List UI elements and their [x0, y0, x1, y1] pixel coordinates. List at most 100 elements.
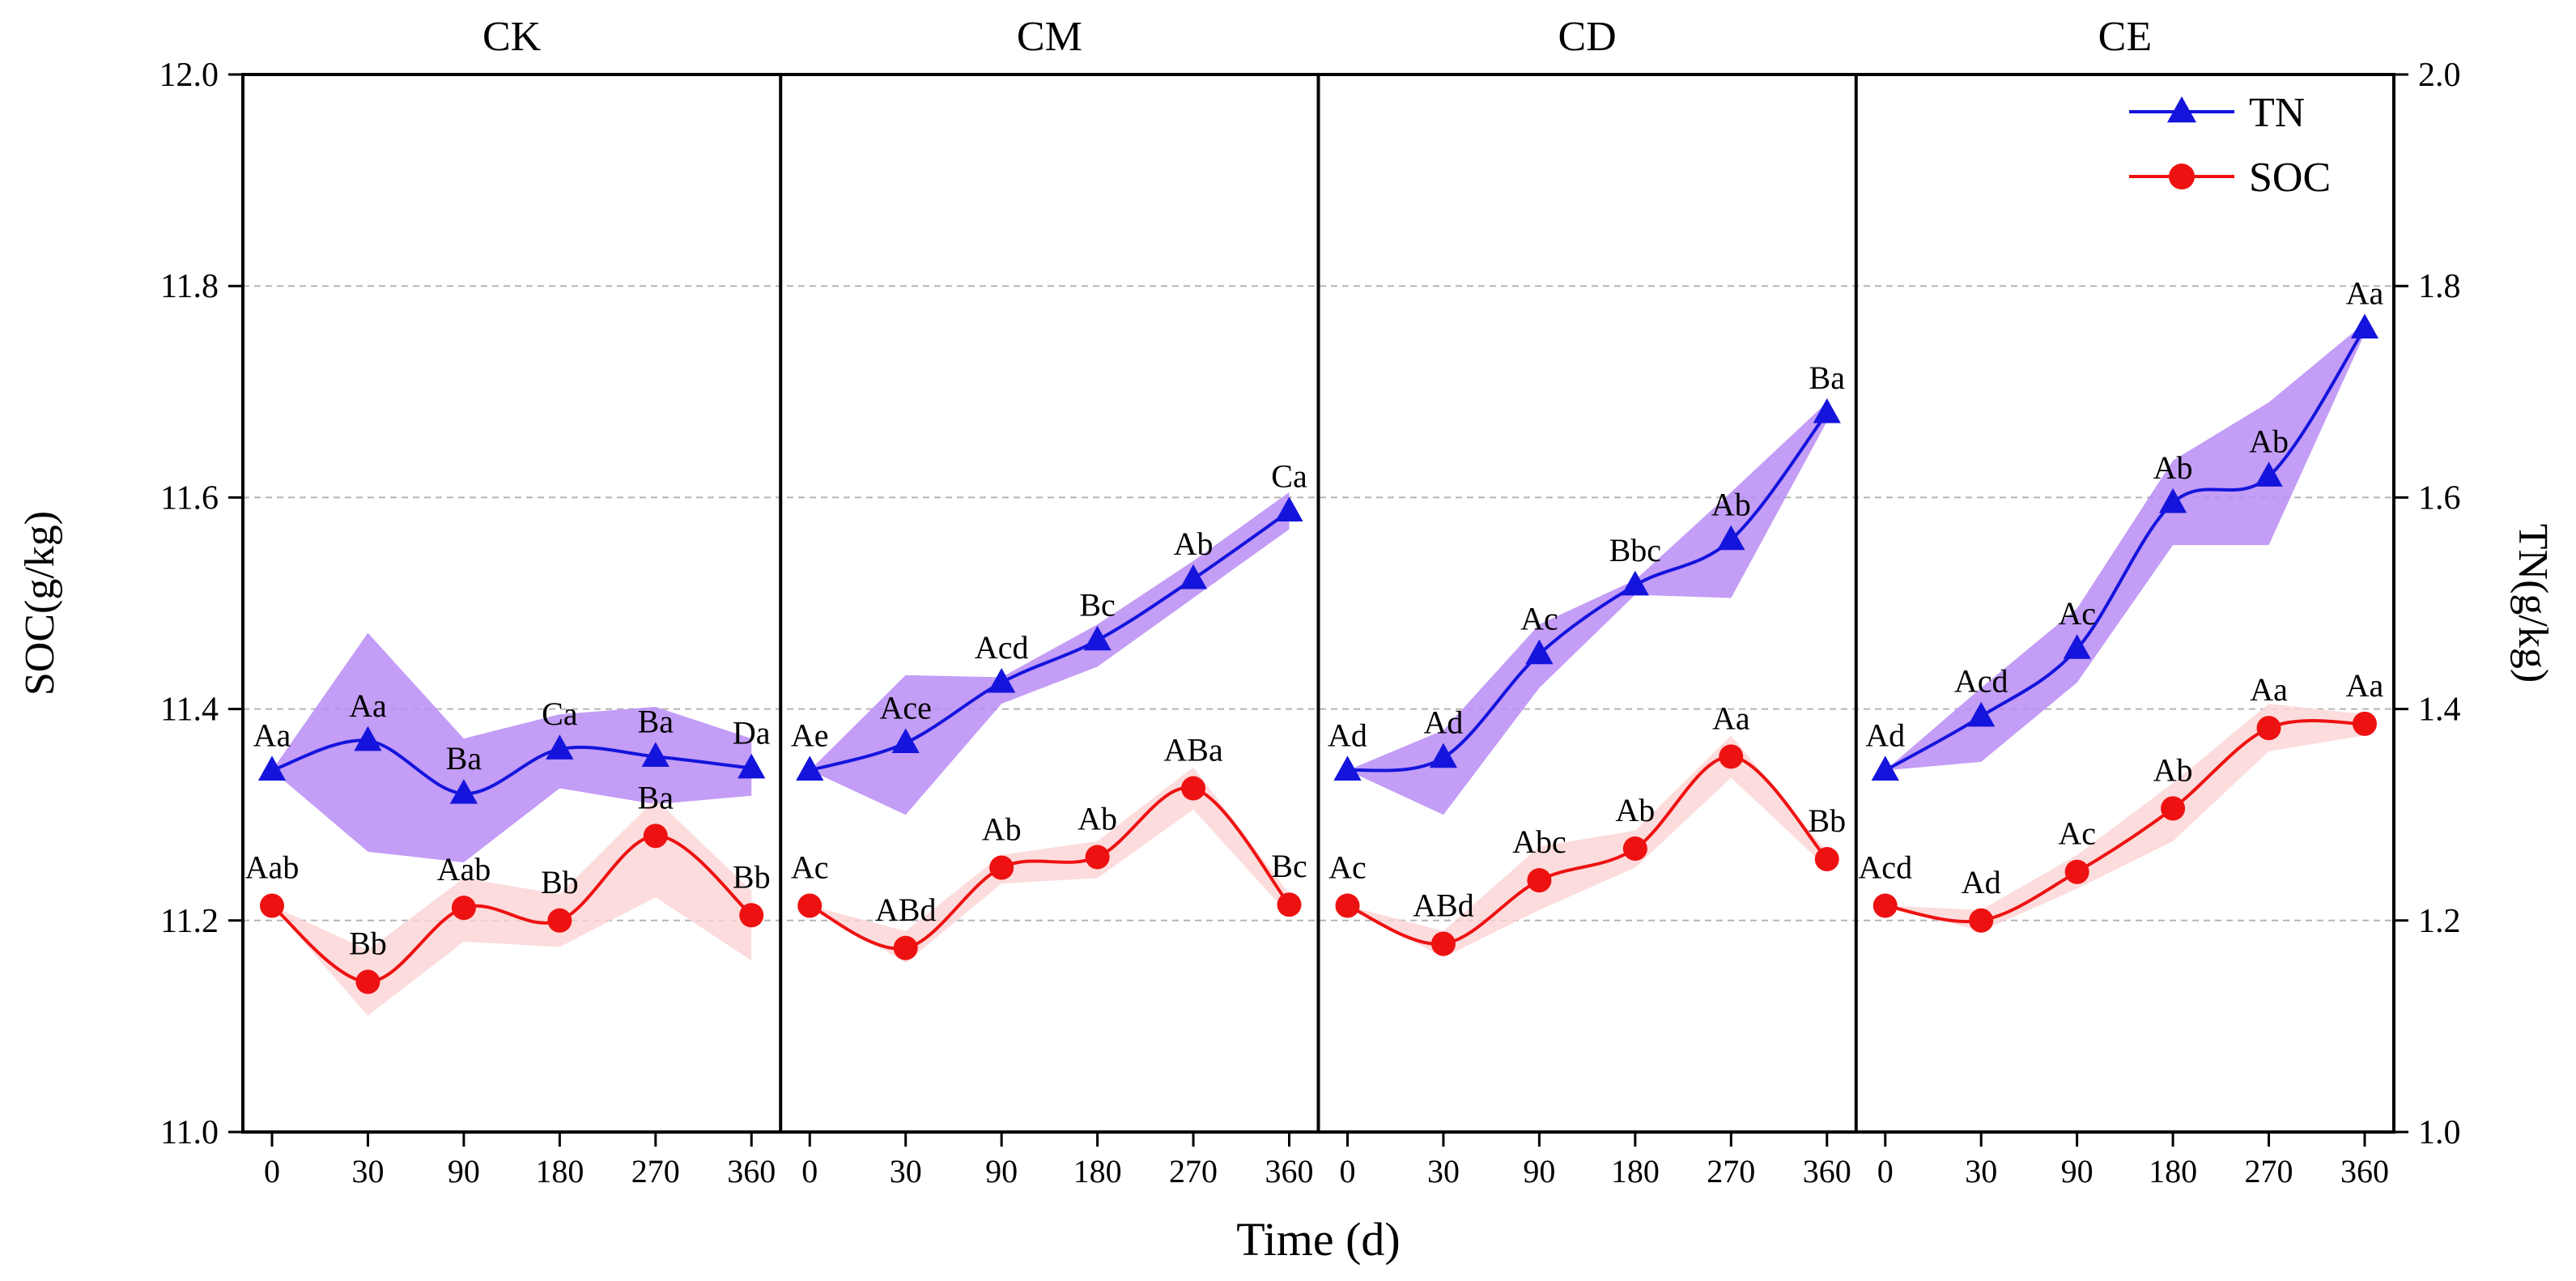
soc-point: [2353, 711, 2377, 736]
tn-point: [988, 667, 1016, 693]
plot-frame: [241, 73, 2395, 1134]
x-tick-label: 90: [1523, 1153, 1555, 1190]
y-right-tick-label: 1.8: [2418, 268, 2461, 305]
y-left-tick-label: 11.8: [160, 268, 219, 305]
soc-label: ABd: [875, 892, 937, 928]
soc-point: [1527, 868, 1552, 893]
tn-point: [1083, 625, 1112, 651]
tn-point: [354, 726, 382, 751]
tn-label: Ae: [791, 717, 829, 753]
tn-label: Acd: [1954, 663, 2009, 700]
soc-point: [1872, 893, 1898, 918]
tn-point: [257, 755, 287, 781]
tn-line: [1347, 411, 1829, 772]
tn-point: [738, 753, 766, 779]
y-right-tick-label: 2.0: [2418, 57, 2461, 94]
soc-label: ABd: [1413, 887, 1474, 924]
soc-label: Ab: [2153, 751, 2193, 788]
soc-point: [1335, 893, 1360, 918]
tn-label: Ad: [1865, 717, 1905, 753]
soc-point: [355, 969, 380, 994]
tn-label: Aa: [349, 687, 387, 724]
tn-label: Ad: [1424, 704, 1464, 741]
soc-point: [1622, 836, 1647, 861]
x-tick-label: 360: [1803, 1153, 1851, 1190]
tn-label: Ac: [1520, 601, 1558, 637]
x-tick-label: 270: [1707, 1153, 1755, 1190]
legend-soc-label: SOC: [2249, 155, 2331, 201]
soc-label: Bc: [1271, 848, 1307, 884]
tn-label: Acd: [975, 629, 1029, 666]
tn-label: Ace: [879, 689, 931, 726]
tn-point: [2159, 487, 2187, 513]
tn-label: Ca: [542, 696, 578, 732]
tn-point: [449, 779, 478, 804]
tn-point: [1429, 743, 1458, 768]
soc-point: [797, 893, 823, 918]
soc-point: [451, 896, 476, 921]
y-left-tick-label: 11.2: [160, 903, 219, 940]
y-left-tick-label: 11.6: [160, 479, 219, 517]
soc-label: Aab: [437, 851, 491, 887]
y-left-tick-label: 11.0: [160, 1114, 219, 1151]
y-right-tick-label: 1.0: [2418, 1114, 2461, 1151]
tn-label: Ba: [446, 740, 482, 777]
soc-point: [739, 903, 764, 928]
tn-point: [1967, 701, 1996, 727]
x-tick-label: 0: [1340, 1153, 1356, 1190]
soc-label: Aa: [1712, 700, 1750, 736]
tn-label: Aa: [253, 717, 291, 753]
soc-point: [547, 908, 572, 933]
x-tick-label: 270: [631, 1153, 680, 1190]
tn-label: Ab: [2153, 449, 2193, 486]
x-tick-label: 0: [1877, 1153, 1894, 1190]
tn-point: [1333, 755, 1362, 781]
soc-label: Ba: [638, 779, 674, 815]
tn-label: Ca: [1271, 458, 1307, 494]
y-right-tick-label: 1.6: [2418, 479, 2461, 517]
tn-point: [1813, 398, 1841, 423]
x-tick-label: 360: [727, 1153, 776, 1190]
tn-label: Da: [733, 715, 771, 751]
panel-title: CE: [2098, 14, 2152, 60]
soc-point: [1430, 931, 1456, 956]
soc-point: [643, 824, 668, 849]
tn-label: Aa: [2346, 274, 2384, 311]
soc-point: [2064, 859, 2089, 884]
soc-point: [989, 855, 1014, 880]
tn-label: Bc: [1079, 587, 1115, 623]
soc-point: [1277, 892, 1302, 917]
soc-label: Ad: [1962, 864, 2001, 900]
soc-label: Bb: [1808, 802, 1846, 839]
y-left-title: SOC(g/kg): [17, 511, 63, 696]
tn-label: Ab: [2249, 423, 2289, 459]
soc-band: [272, 798, 752, 1016]
soc-label: Ab: [982, 811, 1022, 848]
x-tick-label: 30: [1965, 1153, 1997, 1190]
tn-band: [1347, 402, 1827, 815]
soc-point: [1969, 908, 1994, 933]
soc-label: Aab: [245, 849, 300, 886]
soc-label: Ac: [2058, 815, 2096, 852]
soc-label: Ac: [1328, 849, 1367, 886]
x-tick-label: 30: [890, 1153, 922, 1190]
tn-point: [1621, 570, 1649, 596]
soc-label: Aa: [2346, 667, 2384, 704]
tn-label: Ba: [1809, 360, 1846, 396]
x-axis-title: Time (d): [1236, 1213, 1401, 1266]
tn-label: Bbc: [1609, 532, 1661, 568]
soc-band: [810, 767, 1290, 964]
tn-point: [891, 728, 920, 753]
x-tick-label: 0: [801, 1153, 818, 1190]
soc-band: [1885, 704, 2365, 931]
x-tick-label: 90: [2061, 1153, 2094, 1190]
tn-point: [2350, 313, 2379, 339]
tn-label: Ac: [2058, 595, 2096, 632]
x-tick-label: 90: [448, 1153, 480, 1190]
significance-labels: Aa Aab Aa Bb Ba Aab Ca Bb Ba Ba Da Bb Ae Ac Ace ABd Acd A…: [245, 274, 2384, 961]
x-tick-label: 270: [2245, 1153, 2293, 1190]
x-tick-label: 180: [535, 1153, 584, 1190]
tn-point: [546, 734, 574, 760]
legend-tn-marker: [2166, 96, 2197, 123]
